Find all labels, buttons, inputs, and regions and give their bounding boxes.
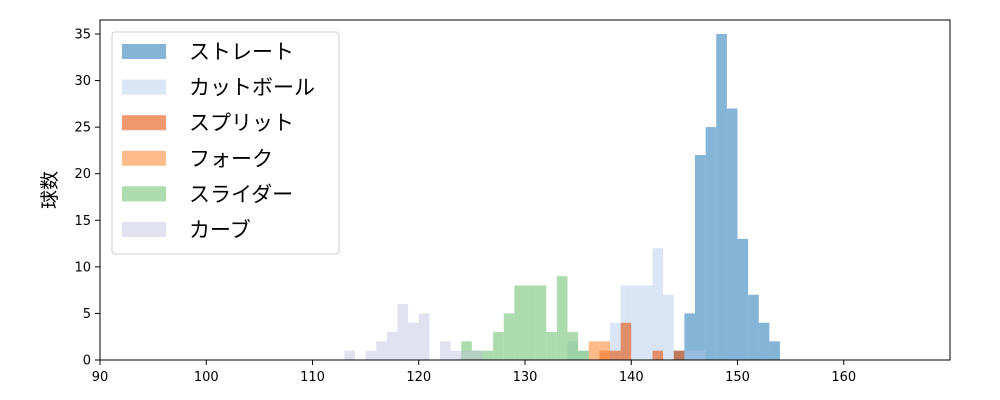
bar-series-0 [716,33,727,360]
bar-series-1 [652,248,664,360]
bar-series-1 [663,294,674,360]
bar-series-0 [726,108,738,361]
bar-series-1 [695,350,706,360]
bar-series-5 [440,341,451,360]
bar-series-5 [418,313,430,360]
bars-group [344,33,781,361]
y-axis: 0 5 10 15 20 25 30 35 [74,27,100,369]
bar-series-5 [408,322,419,360]
bar-series-5 [386,332,398,360]
bar-series-0 [695,155,706,360]
bar-series-2 [620,322,632,360]
bar-series-4 [493,332,504,360]
bar-series-5 [450,350,462,360]
bar-series-1 [641,285,653,360]
y-tick-label: 10 [74,260,91,275]
bar-series-0 [748,294,759,360]
x-tick-label: 130 [513,370,538,385]
bar-series-4 [461,341,472,360]
y-tick-label: 5 [83,307,91,322]
y-tick-label: 20 [74,167,91,182]
bar-series-1 [684,350,696,360]
bar-series-5 [471,350,483,360]
x-tick-label: 110 [300,370,325,385]
x-tick-label: 100 [194,370,219,385]
bar-series-5 [376,341,387,360]
x-tick-label: 140 [619,370,644,385]
bar-series-4 [514,285,526,360]
x-tick-label: 120 [406,370,431,385]
bar-series-0 [684,313,696,360]
bar-series-0 [705,127,717,361]
bar-series-2 [652,350,664,360]
x-axis: 90 100 110 120 130 140 150 160 [92,360,856,385]
x-tick-label: 150 [725,370,750,385]
legend-label: カーブ [189,218,251,242]
bar-series-5 [344,350,356,360]
legend-box [111,31,340,255]
bar-series-2 [610,350,621,360]
x-tick-label: 90 [92,370,109,385]
bar-series-4 [535,285,547,360]
y-tick-label: 35 [74,27,91,42]
y-tick-label: 15 [74,214,91,229]
bar-series-0 [737,238,749,360]
bar-series-5 [461,350,472,360]
bar-series-4 [482,350,494,360]
legend-label: スライダー [189,182,293,206]
bar-series-5 [365,350,377,360]
y-tick-label: 30 [74,74,91,89]
bar-series-0 [758,322,770,360]
bar-series-4 [503,313,515,360]
legend-label: ストレート [189,40,294,64]
bar-series-3 [588,341,600,360]
legend-swatch [122,44,166,59]
legend-swatch [122,222,166,237]
bar-series-1 [631,285,642,360]
x-tick-label: 160 [831,370,856,385]
legend-swatch [122,150,166,166]
legend-label: カットボール [189,76,315,100]
bar-series-4 [578,350,589,360]
y-tick-label: 0 [83,354,91,369]
bar-series-4 [525,285,536,360]
bar-series-4 [471,350,483,360]
bar-series-3 [599,341,611,360]
bar-series-2 [673,350,685,360]
bar-series-4 [556,276,568,360]
y-axis-label: 球数 [39,171,61,209]
legend-swatch [122,79,166,95]
bar-series-4 [567,332,579,360]
bar-series-4 [546,332,557,360]
legend-swatch [122,115,166,131]
legend-label: スプリット [189,111,294,135]
legend-label: フォーク [189,147,273,171]
bar-series-1 [610,322,621,360]
y-tick-label: 25 [74,121,91,136]
bar-series-0 [769,341,781,360]
legend-swatch [122,186,166,202]
bar-series-5 [397,304,409,360]
